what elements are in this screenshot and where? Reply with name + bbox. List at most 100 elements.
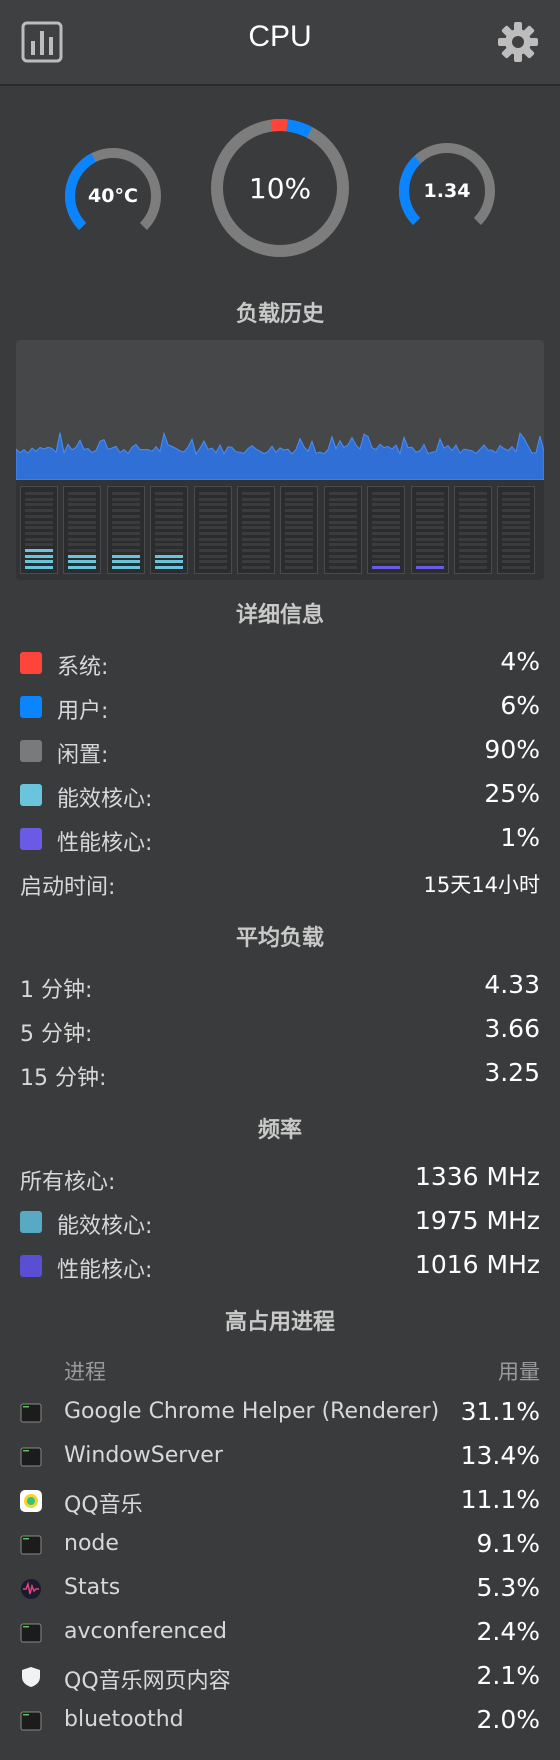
- core-segment: [328, 526, 357, 530]
- core-segment: [111, 566, 140, 570]
- core-segment: [285, 503, 314, 507]
- core-segment: [68, 549, 97, 552]
- process-usage: 5.3%: [476, 1573, 540, 1602]
- process-row[interactable]: node 9.1%: [20, 1526, 540, 1566]
- process-usage: 9.1%: [476, 1529, 540, 1558]
- process-row[interactable]: WindowServer 13.4%: [20, 1438, 540, 1478]
- core-bar: [63, 486, 102, 574]
- avg-load-title: 平均负载: [235, 926, 324, 951]
- frequency-value: 1016 MHz: [414, 1250, 540, 1279]
- core-segment: [502, 492, 531, 495]
- core-segment: [198, 537, 227, 541]
- core-segment: [328, 531, 357, 535]
- core-segment: [111, 531, 140, 535]
- process-name: avconferenced: [64, 1619, 227, 1644]
- history-title: 负载历史: [235, 302, 324, 327]
- core-segment: [25, 543, 53, 547]
- process-row[interactable]: avconferenced 2.4%: [20, 1614, 540, 1654]
- detail-row-user: 用户: 6%: [20, 689, 540, 725]
- core-segment: [328, 566, 357, 570]
- core-segment: [502, 503, 531, 507]
- core-bar: [410, 486, 449, 574]
- avg-load-label: 1 分钟:: [20, 978, 93, 1003]
- core-segment: [328, 549, 357, 552]
- detail-row-idle: 闲置: 90%: [20, 733, 540, 769]
- process-usage: 2.0%: [476, 1705, 540, 1734]
- core-segment: [111, 497, 140, 501]
- process-name: QQ音乐: [64, 1493, 143, 1518]
- process-name: QQ音乐网页内容: [64, 1669, 231, 1694]
- process-table-header: 进程 用量: [20, 1354, 540, 1386]
- core-segment: [285, 526, 314, 530]
- terminal-icon: [20, 1534, 42, 1556]
- core-segment: [502, 566, 531, 570]
- core-segment: [242, 531, 270, 535]
- core-bar: [106, 486, 145, 574]
- process-row[interactable]: bluetoothd 2.0%: [20, 1702, 540, 1742]
- core-segment: [155, 531, 184, 535]
- core-segment: [155, 492, 184, 495]
- core-segment: [502, 526, 531, 530]
- core-segment: [285, 531, 314, 535]
- core-segment: [328, 497, 357, 501]
- core-segment: [372, 549, 401, 552]
- core-segment: [372, 531, 401, 535]
- process-row[interactable]: Google Chrome Helper (Renderer) 31.1%: [20, 1394, 540, 1434]
- core-segment: [155, 503, 184, 507]
- core-segment: [415, 526, 444, 530]
- core-segment: [415, 554, 444, 558]
- core-segment: [502, 549, 531, 552]
- core-segment: [242, 503, 270, 507]
- core-segment: [25, 560, 53, 564]
- core-segment: [242, 549, 270, 552]
- terminal-icon: [20, 1446, 42, 1468]
- terminal-icon: [20, 1402, 42, 1424]
- detail-value: 1%: [500, 823, 540, 852]
- core-segment: [328, 509, 357, 513]
- top-processes-title: 高占用进程: [224, 1310, 335, 1335]
- frequency-row-all: 所有核心: 1336 MHz: [20, 1160, 540, 1196]
- core-segment: [328, 503, 357, 507]
- load-value: 1.34: [423, 180, 471, 202]
- core-segment: [372, 497, 401, 501]
- core-segment: [111, 503, 140, 507]
- core-segment: [459, 509, 487, 513]
- core-segment: [25, 497, 53, 501]
- core-segment: [459, 566, 487, 570]
- usage-gauge: 10%: [210, 118, 350, 258]
- core-segment: [111, 537, 140, 541]
- shield-icon: [20, 1666, 42, 1688]
- core-segment: [25, 520, 53, 524]
- core-segment: [198, 554, 227, 558]
- avg-load-row-15: 15 分钟: 3.25: [20, 1056, 540, 1092]
- core-segment: [25, 492, 53, 495]
- stats-icon: [20, 1578, 42, 1600]
- process-row[interactable]: Stats 5.3%: [20, 1570, 540, 1610]
- core-segment: [242, 526, 270, 530]
- core-segment: [68, 514, 97, 518]
- gear-icon[interactable]: [497, 21, 539, 63]
- process-column-header: 进程: [64, 1360, 106, 1384]
- core-segment: [285, 537, 314, 541]
- core-segment: [328, 543, 357, 547]
- detail-value: 4%: [500, 647, 540, 676]
- core-segment: [155, 526, 184, 530]
- core-segment: [111, 526, 140, 530]
- core-bar: [237, 486, 275, 574]
- uptime-value: 15天14小时: [423, 873, 540, 897]
- core-bar: [497, 486, 536, 574]
- core-segment: [328, 492, 357, 495]
- usage-value: 10%: [248, 171, 312, 205]
- bar-chart-icon[interactable]: [21, 21, 63, 63]
- terminal-icon: [20, 1710, 42, 1732]
- core-segment: [155, 554, 184, 558]
- uptime-label: 启动时间:: [20, 875, 116, 900]
- process-usage: 2.1%: [476, 1661, 540, 1690]
- process-row[interactable]: QQ音乐 11.1%: [20, 1482, 540, 1522]
- header-bar: CPU: [0, 0, 560, 86]
- core-segment: [285, 497, 314, 501]
- core-segment: [502, 509, 531, 513]
- process-row[interactable]: QQ音乐网页内容 2.1%: [20, 1658, 540, 1698]
- core-bars: [20, 486, 540, 574]
- terminal-icon: [20, 1622, 42, 1644]
